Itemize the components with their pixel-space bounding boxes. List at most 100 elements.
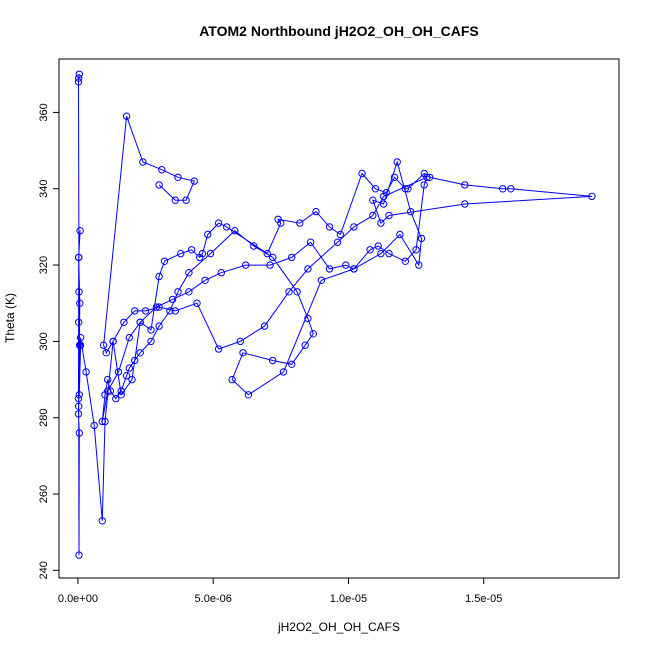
- data-point: [239, 349, 247, 357]
- data-point: [193, 299, 201, 307]
- data-point: [74, 410, 83, 418]
- data-point: [266, 261, 274, 269]
- data-point: [171, 196, 180, 204]
- data-point: [98, 417, 107, 426]
- data-point: [155, 322, 163, 330]
- data-point: [401, 185, 409, 193]
- data-point: [385, 249, 393, 258]
- data-point: [214, 219, 223, 227]
- data-point: [174, 173, 182, 182]
- data-point: [377, 249, 385, 258]
- data-point: [76, 333, 85, 342]
- y-axis: 240 260 280 300 320 340 360: [38, 103, 60, 580]
- data-point: [404, 185, 412, 193]
- x-tick-label: 1.0e-05: [330, 593, 367, 605]
- data-point: [155, 181, 163, 189]
- data-point: [74, 394, 83, 403]
- data-point: [147, 337, 155, 346]
- data-point: [242, 261, 250, 269]
- data-point: [317, 276, 326, 284]
- data-point: [358, 169, 366, 178]
- data-point: [122, 372, 131, 380]
- data-point: [214, 345, 223, 353]
- data-point: [228, 375, 236, 384]
- data-point: [412, 246, 420, 254]
- data-point: [306, 238, 315, 246]
- data-point: [461, 181, 469, 189]
- data-point: [325, 265, 334, 273]
- data-point: [423, 173, 431, 182]
- data-point: [98, 517, 107, 525]
- data-point: [75, 429, 84, 437]
- data-point: [269, 253, 277, 262]
- data-point: [461, 200, 469, 208]
- series-line: [77, 74, 592, 556]
- data-point: [117, 391, 125, 399]
- data-point: [350, 223, 358, 231]
- data-point: [304, 314, 312, 323]
- data-point: [136, 318, 144, 326]
- data-point: [379, 200, 388, 208]
- data-point: [269, 356, 277, 365]
- chart-title: ATOM2 Northbound jH2O2_OH_OH_CAFS: [199, 23, 479, 39]
- data-point: [82, 368, 90, 376]
- data-point: [136, 349, 144, 357]
- data-point: [158, 166, 166, 174]
- data-point: [236, 337, 245, 346]
- data-point: [350, 265, 358, 273]
- data-point: [131, 356, 139, 365]
- data-point: [102, 349, 111, 357]
- data-point: [75, 391, 84, 399]
- data-point: [128, 375, 136, 384]
- data-point: [168, 295, 177, 304]
- data-point: [336, 230, 345, 239]
- data-point: [122, 112, 131, 120]
- y-tick-label: 300: [38, 332, 50, 350]
- data-point: [231, 227, 239, 235]
- data-point: [390, 173, 399, 182]
- data-point: [125, 333, 134, 342]
- x-axis: 0.0e+00 5.0e-06 1.0e-05 1.5e-05: [58, 577, 502, 605]
- data-point: [160, 257, 169, 265]
- data-point: [147, 326, 155, 334]
- data-point: [114, 368, 123, 376]
- data-point: [131, 307, 139, 315]
- data-point: [75, 253, 83, 262]
- data-point: [296, 219, 304, 227]
- data-point: [285, 288, 293, 296]
- data-point: [74, 78, 83, 86]
- data-point: [206, 249, 215, 258]
- data-point: [415, 261, 423, 269]
- y-tick-label: 280: [38, 409, 50, 427]
- data-point: [333, 238, 342, 246]
- data-point: [201, 276, 209, 284]
- data-point: [279, 368, 288, 376]
- data-point: [204, 230, 212, 239]
- data-point: [217, 269, 226, 277]
- data-point: [75, 551, 83, 559]
- data-point: [155, 303, 163, 311]
- data-point: [101, 417, 109, 426]
- data-point: [76, 341, 85, 349]
- data-point: [182, 196, 190, 204]
- data-point: [293, 288, 301, 296]
- data-point: [366, 246, 374, 254]
- data-point: [112, 394, 120, 403]
- data-point: [304, 265, 312, 273]
- data-point: [120, 318, 128, 326]
- data-point: [379, 192, 388, 201]
- data-point: [171, 307, 180, 315]
- data-point: [288, 253, 296, 262]
- data-point: [139, 158, 147, 166]
- data-point: [407, 207, 415, 216]
- y-tick-label: 260: [38, 485, 50, 503]
- data-point: [90, 421, 98, 430]
- data-point: [104, 375, 112, 384]
- data-point: [125, 364, 134, 372]
- data-point: [223, 223, 231, 231]
- data-point: [393, 158, 401, 166]
- data-point: [76, 227, 84, 235]
- data-point: [75, 318, 83, 326]
- data-point: [377, 219, 385, 227]
